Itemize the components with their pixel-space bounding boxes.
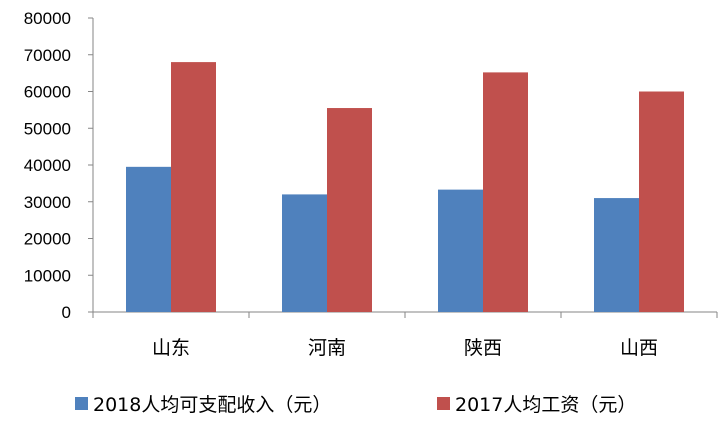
bar-income	[594, 198, 639, 312]
legend-label-income: 2018人均可支配收入（元）	[93, 393, 332, 416]
y-tick-label: 50000	[24, 119, 71, 138]
bar-wage	[483, 72, 528, 312]
bar-income	[282, 194, 327, 312]
legend-label-wage: 2017人均工资（元）	[455, 393, 637, 416]
legend: 2018人均可支配收入（元） 2017人均工资（元）	[0, 388, 718, 418]
bar-income	[438, 189, 483, 312]
x-category-label: 山东	[152, 337, 190, 359]
y-tick-label: 30000	[24, 193, 71, 212]
y-tick-label: 80000	[24, 9, 71, 28]
legend-swatch-income	[75, 396, 88, 410]
bar-wage	[639, 91, 684, 312]
bar-chart: 0 10000 20000 30000 40000 50000 60000 70000 8000…	[24, 9, 718, 359]
legend-item-income: 2018人均可支配收入（元）	[75, 388, 331, 418]
bar-wage	[171, 62, 216, 312]
y-tick-label: 70000	[24, 46, 71, 65]
y-tick-label: 60000	[24, 83, 71, 102]
bar-income	[126, 166, 171, 312]
x-category-label: 河南	[308, 337, 346, 359]
legend-item-wage: 2017人均工资（元）	[437, 388, 636, 418]
y-tick-label: 20000	[24, 230, 71, 249]
y-axis: 0 10000 20000 30000 40000 50000 60000 70000 8000…	[24, 9, 94, 322]
x-category-label: 山西	[620, 337, 658, 359]
bars	[126, 62, 684, 312]
bar-wage	[327, 108, 372, 312]
y-tick-label: 40000	[24, 156, 71, 175]
x-axis: 山东 河南 陕西 山西	[92, 311, 718, 359]
legend-swatch-wage	[437, 396, 450, 410]
x-category-label: 陕西	[464, 337, 502, 359]
y-tick-label: 0	[62, 303, 71, 322]
y-tick-label: 10000	[24, 266, 71, 285]
